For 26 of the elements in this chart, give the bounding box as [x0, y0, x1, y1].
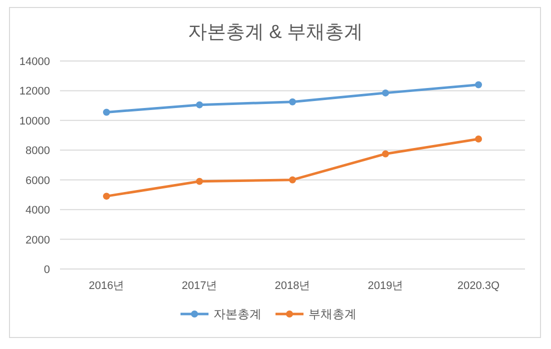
- legend-label: 자본총계: [214, 307, 262, 321]
- y-tick-label: 0: [44, 264, 50, 276]
- x-tick-label: 2017년: [182, 280, 218, 292]
- point: [382, 89, 389, 96]
- y-tick-label: 4000: [26, 204, 50, 217]
- point: [289, 176, 296, 184]
- y-tick-label: 10000: [19, 115, 50, 128]
- point: [289, 98, 296, 106]
- x-tick-label: 2016년: [88, 280, 124, 292]
- point: [382, 150, 389, 158]
- point: [475, 136, 482, 142]
- point: [103, 192, 110, 200]
- point: [475, 81, 482, 88]
- legend-label: 부채총계: [308, 307, 356, 321]
- y-tick-label: 6000: [26, 174, 50, 187]
- x-tick-label: 2018년: [274, 280, 310, 292]
- point: [196, 101, 203, 108]
- y-tick-label: 14000: [19, 56, 50, 68]
- x-tick-label: 2020.3Q: [457, 280, 500, 292]
- point: [196, 178, 203, 185]
- y-tick-label: 8000: [26, 145, 50, 158]
- x-tick-label: 2019년: [368, 280, 404, 292]
- point: [103, 108, 110, 116]
- y-tick-label: 2000: [26, 234, 50, 246]
- y-tick-label: 12000: [19, 86, 50, 98]
- chart-title: 자본총계 & 부채총계: [188, 22, 364, 43]
